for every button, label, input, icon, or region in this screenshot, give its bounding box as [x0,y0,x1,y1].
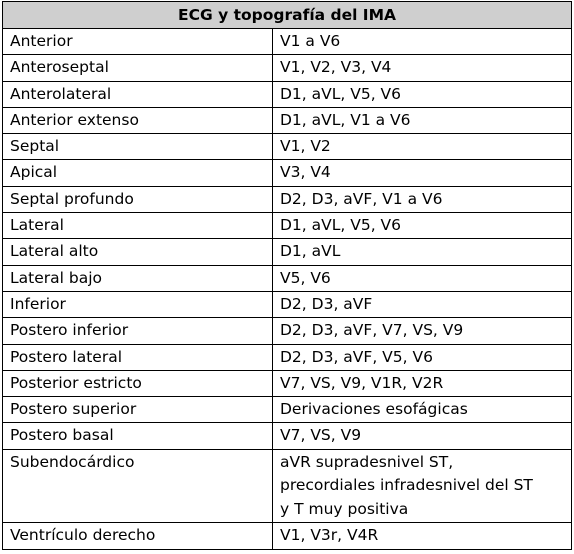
zone-cell: Lateral alto [2,238,273,266]
leads-cell: Derivaciones esofágicas [272,396,572,424]
table-header-row: ECG y topografía del IMA [2,1,572,29]
leads-cell: V3, V4 [272,159,572,187]
zone-cell: Postero lateral [2,343,273,371]
leads-cell: V5, V6 [272,264,572,292]
zone-cell: Septal profundo [2,185,273,214]
table-row: Apical V3, V4 [2,159,572,187]
table-row: Ventrículo derecho V1, V3r, V4R [2,522,572,550]
zone-cell: Ventrículo derecho [2,522,273,550]
zone-cell: Lateral bajo [2,264,273,292]
table-row: Inferior D2, D3, aVF [2,290,572,319]
zone-cell: Septal [2,133,273,161]
leads-line: aVR supradesnivel ST, [280,452,454,471]
leads-cell: D1, aVL, V5, V6 [272,212,572,240]
table-row-subendocardic: Subendocárdico aVR supradesnivel ST, pre… [2,448,572,524]
table-row: Anterior extenso D1, aVL, V1 a V6 [2,106,572,135]
table-row: Septal V1, V2 [2,133,572,161]
leads-cell: D2, D3, aVF, V1 a V6 [272,185,572,214]
leads-cell-multiline: aVR supradesnivel ST, precordiales infra… [272,448,572,524]
leads-cell: D1, aVL, V1 a V6 [272,106,572,135]
leads-cell: D2, D3, aVF, V5, V6 [272,343,572,371]
leads-cell: V7, VS, V9, V1R, V2R [272,369,572,398]
table-row: Anterolateral D1, aVL, V5, V6 [2,80,572,108]
zone-cell: Postero inferior [2,317,273,345]
leads-cell: D2, D3, aVF, V7, VS, V9 [272,317,572,345]
table-row: Anterior V1 a V6 [2,27,572,56]
leads-cell: V1, V2 [272,133,572,161]
zone-cell: Apical [2,159,273,187]
leads-cell: D1, aVL, V5, V6 [272,80,572,108]
leads-cell: D2, D3, aVF [272,290,572,319]
table-title: ECG y topografía del IMA [2,1,572,29]
zone-cell: Anterior [2,27,273,56]
table-body: Anterior V1 a V6 Anteroseptal V1, V2, V3, … [2,27,572,550]
zone-cell: Lateral [2,212,273,240]
zone-cell: Anterolateral [2,80,273,108]
leads-cell: D1, aVL [272,238,572,266]
leads-cell: V1, V3r, V4R [272,522,572,550]
zone-cell: Inferior [2,290,273,319]
zone-cell: Anterior extenso [2,106,273,135]
table-row: Posterior estricto V7, VS, V9, V1R, V2R [2,369,572,398]
leads-line: y T muy positiva [280,499,409,518]
zone-cell: Postero basal [2,422,273,450]
table-row: Lateral alto D1, aVL [2,238,572,266]
table-row: Postero basal V7, VS, V9 [2,422,572,450]
zone-cell: Anteroseptal [2,54,273,82]
zone-cell: Posterior estricto [2,369,273,398]
table-row: Postero superior Derivaciones esofágicas [2,396,572,424]
table-row: Postero inferior D2, D3, aVF, V7, VS, V9 [2,317,572,345]
leads-cell: V1, V2, V3, V4 [272,54,572,82]
zone-cell: Subendocárdico [2,448,273,524]
zone-cell: Postero superior [2,396,273,424]
table-row: Septal profundo D2, D3, aVF, V1 a V6 [2,185,572,214]
leads-line: precordiales infradesnivel del ST [280,476,533,495]
leads-cell: V7, VS, V9 [272,422,572,450]
table-row: Postero lateral D2, D3, aVF, V5, V6 [2,343,572,371]
table-row: Lateral bajo V5, V6 [2,264,572,292]
table-row: Lateral D1, aVL, V5, V6 [2,212,572,240]
leads-cell: V1 a V6 [272,27,572,56]
table-row: Anteroseptal V1, V2, V3, V4 [2,54,572,82]
